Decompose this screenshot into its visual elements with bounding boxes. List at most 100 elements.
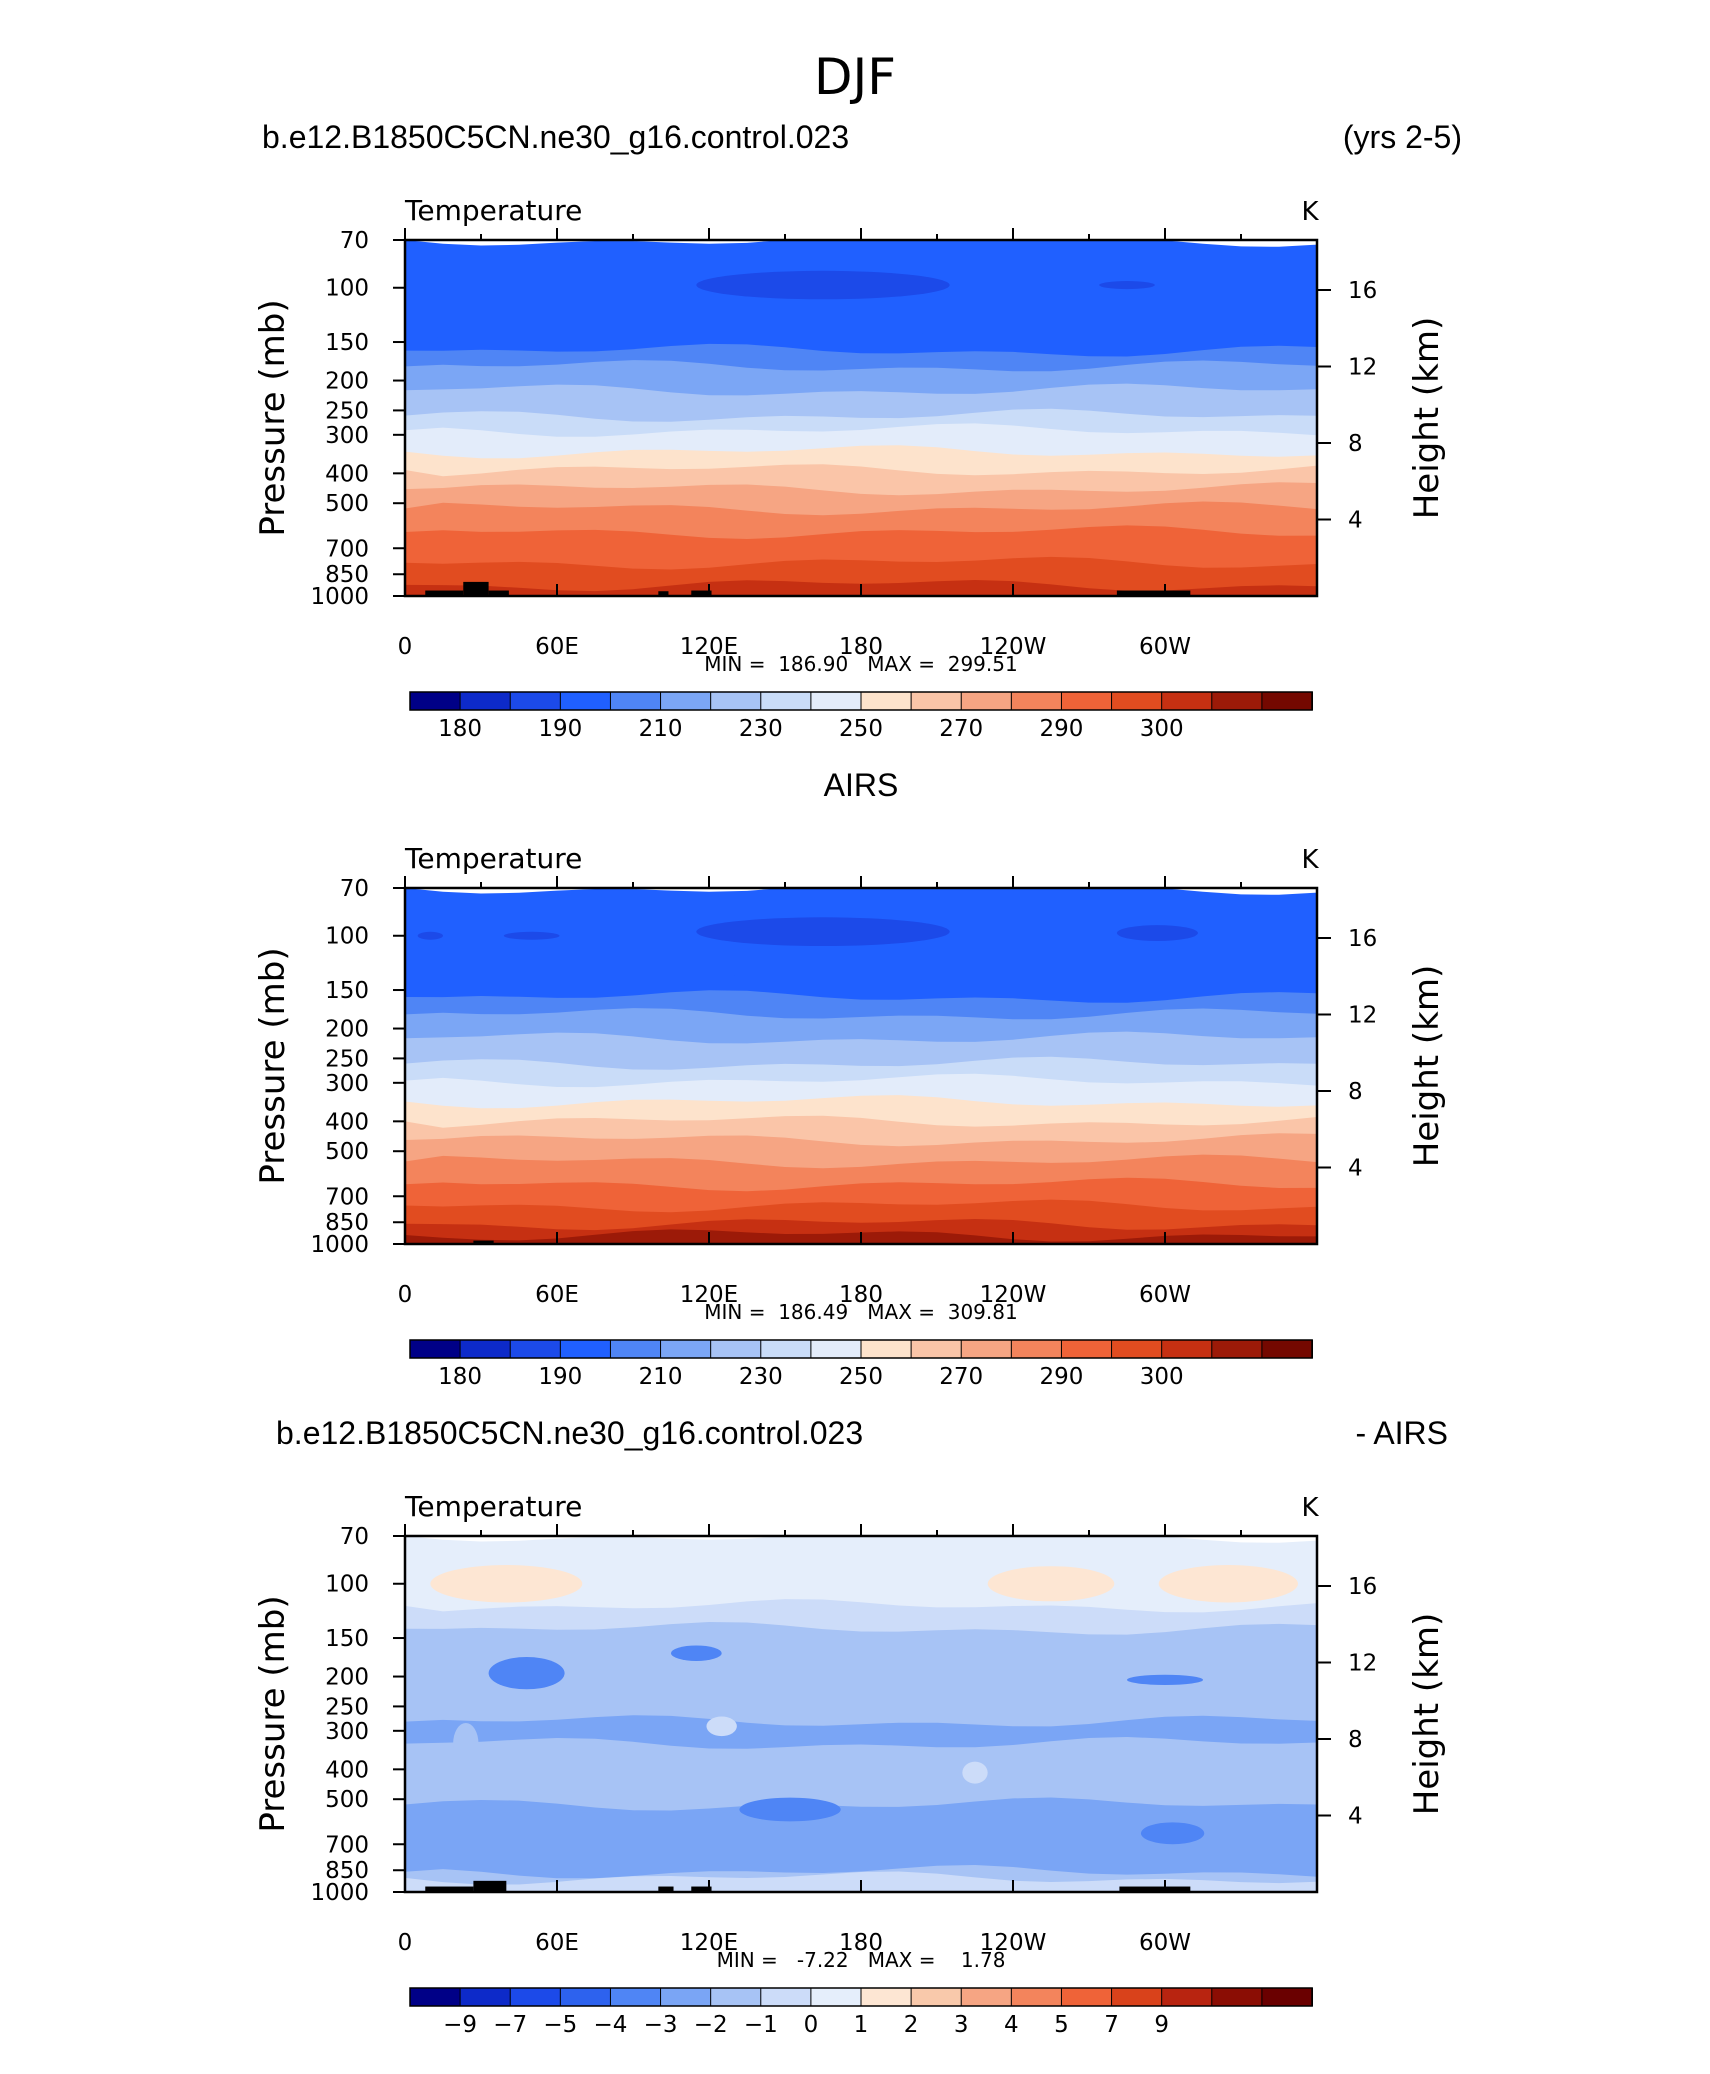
y-tick-label: 250 bbox=[325, 1046, 369, 1072]
y-tick-label: 150 bbox=[325, 978, 369, 1004]
height-tick-label: 12 bbox=[1348, 1003, 1377, 1029]
y-axis-label: Pressure (mb) bbox=[253, 299, 293, 536]
y-tick-label: 150 bbox=[325, 1626, 369, 1652]
min-max-stats: MIN = 186.49 MAX = 309.81 bbox=[704, 1300, 1017, 1324]
contour-band bbox=[405, 1199, 1317, 1232]
y-tick-label: 700 bbox=[325, 1184, 369, 1210]
colorbar-swatch bbox=[1261, 1987, 1314, 2007]
y-tick-label: 850 bbox=[325, 1858, 369, 1884]
contour-fill bbox=[405, 888, 1317, 1244]
colorbar-swatch bbox=[1060, 1987, 1113, 2007]
y-tick-label: 300 bbox=[325, 423, 369, 449]
colorbar-label: 2 bbox=[904, 2012, 919, 2038]
y-tick-label: 850 bbox=[325, 562, 369, 588]
contour-band bbox=[405, 1737, 1317, 1813]
variable-label: Temperature bbox=[404, 194, 582, 227]
height-tick-label: 16 bbox=[1348, 926, 1377, 952]
colorbar-swatch bbox=[1211, 1987, 1263, 2007]
y-tick-label: 400 bbox=[325, 461, 369, 487]
y-tick-label: 100 bbox=[325, 1572, 369, 1598]
x-tick-label: 60E bbox=[535, 1930, 579, 1956]
contour-cell bbox=[962, 1761, 988, 1784]
height-tick-label: 16 bbox=[1348, 278, 1377, 304]
colorbar-swatch bbox=[810, 1339, 863, 1359]
colorbar-swatch bbox=[559, 1339, 612, 1359]
height-tick-label: 4 bbox=[1348, 1156, 1363, 1182]
height-tick-label: 4 bbox=[1348, 1804, 1363, 1830]
topography-mask bbox=[488, 590, 509, 596]
topography-mask bbox=[691, 1886, 712, 1892]
panel-right-title: (yrs 2-5) bbox=[1343, 119, 1462, 155]
colorbar-label: 210 bbox=[639, 1364, 683, 1390]
height-tick-label: 8 bbox=[1348, 431, 1363, 457]
y-tick-label: 1000 bbox=[310, 1880, 369, 1906]
units-label: K bbox=[1301, 845, 1319, 875]
topography-mask bbox=[473, 1880, 507, 1892]
colorbar-swatch bbox=[1161, 1339, 1213, 1359]
colorbar-swatch bbox=[509, 1339, 562, 1359]
colorbar-swatch bbox=[660, 1987, 712, 2007]
panel-left-title: b.e12.B1850C5CN.ne30_g16.control.023 bbox=[276, 1415, 863, 1451]
colorbar-label: −3 bbox=[644, 2012, 678, 2038]
colorbar-swatch bbox=[1060, 691, 1113, 711]
contour-cell bbox=[488, 1657, 565, 1690]
contour-cell bbox=[1140, 1822, 1205, 1845]
y-tick-label: 300 bbox=[325, 1071, 369, 1097]
height-tick-label: 8 bbox=[1348, 1727, 1363, 1753]
height-tick-label: 12 bbox=[1348, 355, 1377, 381]
colorbar-label: −4 bbox=[593, 2012, 627, 2038]
colorbar-swatch bbox=[1010, 1339, 1063, 1359]
colorbar-swatch bbox=[459, 691, 512, 711]
colorbar: −9 −7 −5 −4 −3 −2 −1 0 1 2 3 4 5 7 9 bbox=[409, 1987, 1314, 2038]
colorbar-swatch bbox=[910, 1987, 963, 2007]
x-tick-label: 60W bbox=[1139, 1930, 1191, 1956]
x-tick-label: 180 bbox=[839, 634, 883, 660]
topography-mask bbox=[691, 590, 712, 596]
colorbar-swatch bbox=[1261, 1339, 1314, 1359]
colorbar-swatch bbox=[559, 691, 612, 711]
colorbar-label: 300 bbox=[1140, 1364, 1184, 1390]
x-tick-label: 0 bbox=[398, 634, 413, 660]
colorbar-swatch bbox=[710, 1339, 762, 1359]
colorbar-swatch bbox=[609, 1339, 662, 1359]
y-tick-label: 500 bbox=[325, 491, 369, 517]
colorbar-label: 290 bbox=[1039, 1364, 1083, 1390]
colorbar-label: −9 bbox=[443, 2012, 477, 2038]
colorbar-label: 250 bbox=[839, 716, 883, 742]
y-tick-label: 70 bbox=[340, 228, 369, 254]
y-tick-label: 500 bbox=[325, 1787, 369, 1813]
x-tick-label: 60W bbox=[1139, 1282, 1191, 1308]
x-tick-label: 120W bbox=[980, 1930, 1047, 1956]
colorbar-frame bbox=[409, 1339, 1313, 1359]
colorbar-swatch bbox=[409, 1339, 462, 1359]
topography-mask bbox=[463, 581, 489, 596]
colorbar-swatch bbox=[760, 1987, 812, 2007]
colorbar-swatch bbox=[760, 691, 812, 711]
y-tick-label: 100 bbox=[325, 276, 369, 302]
contour-band bbox=[405, 408, 1317, 439]
contour-cell bbox=[1127, 1674, 1203, 1685]
units-label: K bbox=[1301, 1493, 1319, 1523]
height-axis-label: Height (km) bbox=[1407, 1613, 1447, 1816]
colorbar-label: 270 bbox=[939, 716, 983, 742]
panel-diff: b.e12.B1850C5CN.ne30_g16.control.023 - AI… bbox=[253, 1415, 1448, 2038]
colorbar-label: 190 bbox=[538, 1364, 582, 1390]
y-tick-label: 200 bbox=[325, 1665, 369, 1691]
y-tick-label: 200 bbox=[325, 369, 369, 395]
y-tick-label: 200 bbox=[325, 1017, 369, 1043]
height-axis-label: Height (km) bbox=[1407, 965, 1447, 1168]
colorbar-swatch bbox=[910, 1339, 963, 1359]
colorbar-label: 9 bbox=[1154, 2012, 1169, 2038]
y-tick-label: 70 bbox=[340, 1524, 369, 1550]
colorbar-swatch bbox=[910, 691, 963, 711]
y-tick-label: 150 bbox=[325, 330, 369, 356]
y-tick-label: 300 bbox=[325, 1719, 369, 1745]
height-tick-label: 12 bbox=[1348, 1651, 1377, 1677]
contour-cell bbox=[1099, 281, 1155, 290]
y-axis-label: Pressure (mb) bbox=[253, 947, 293, 1184]
min-max-stats: MIN = -7.22 MAX = 1.78 bbox=[717, 1948, 1006, 1972]
colorbar-swatch bbox=[660, 691, 712, 711]
colorbar-label: −2 bbox=[694, 2012, 728, 2038]
x-tick-label: 180 bbox=[839, 1282, 883, 1308]
